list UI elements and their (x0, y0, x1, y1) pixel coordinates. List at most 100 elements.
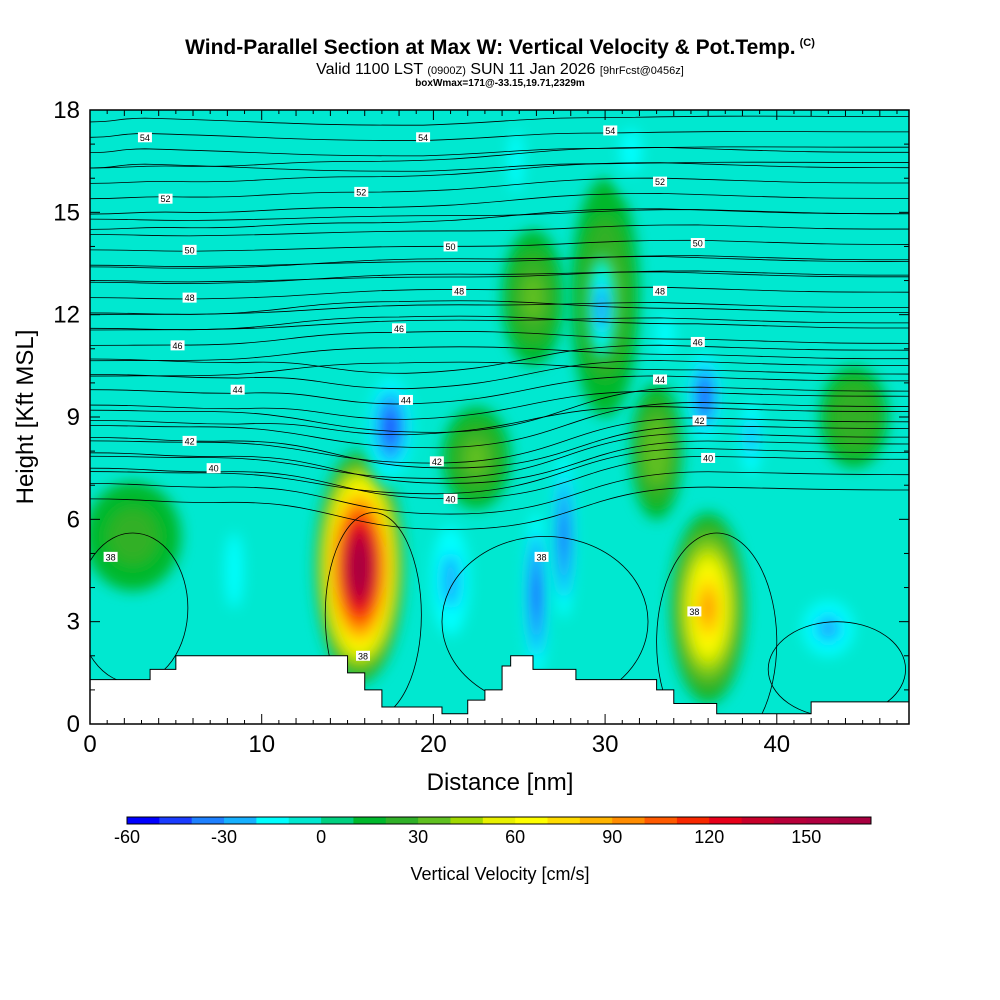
velocity-feature (735, 382, 767, 493)
x-axis: 0 10 20 30 40 (83, 110, 898, 758)
isentrope-label: 42 (432, 457, 442, 467)
colorbar-swatch (353, 817, 387, 824)
velocity-field (90, 110, 889, 704)
y-axis: 0 3 6 9 12 15 18 (53, 97, 909, 738)
velocity-contour (508, 130, 523, 192)
y-tick-label: 15 (53, 199, 80, 226)
isentrope-label: 50 (693, 239, 703, 249)
velocity-contour (522, 274, 544, 321)
isentrope-label: 52 (655, 177, 665, 187)
isentrope-label: 38 (537, 552, 547, 562)
isentrope-line (90, 302, 909, 315)
isentrope-label-bg (443, 241, 458, 252)
isentrope-label-bg (653, 285, 668, 296)
chart-subtitle: Valid 1100 LST (0900Z) SUN 11 Jan 2026 [… (0, 61, 1000, 79)
velocity-feature (502, 229, 564, 366)
colorbar-swatch (385, 817, 419, 824)
velocity-contour (108, 509, 157, 564)
colorbar-swatch (288, 817, 322, 824)
isentrope-line (90, 255, 909, 267)
velocity-feature (587, 256, 616, 360)
velocity-contour (357, 560, 363, 574)
isentrope-line (90, 390, 909, 420)
isentrope-label: 44 (655, 375, 665, 385)
isentrope-line (90, 161, 909, 172)
isentrope-label: 54 (605, 126, 615, 136)
isentrope-line (90, 317, 909, 331)
colorbar-swatch (773, 817, 807, 824)
x-tick-label: 40 (763, 731, 790, 758)
isentrope-line (90, 402, 909, 449)
isentrope-label-bg (182, 244, 197, 255)
isentrope-label: 38 (358, 651, 368, 661)
velocity-feature (819, 365, 889, 469)
velocity-contour (225, 532, 243, 609)
isentrope-label: 38 (106, 552, 116, 562)
x-axis-label: Distance [nm] (427, 769, 574, 796)
colorbar-tick-label: 120 (694, 827, 724, 847)
isentrope-line (90, 286, 909, 300)
isentrope-line (90, 256, 909, 269)
isentrope-line (90, 375, 909, 405)
isentrope-label: 54 (418, 133, 428, 143)
x-tick-label: 30 (592, 731, 619, 758)
isentrope-line (90, 455, 909, 500)
isentrope-label-bg (354, 186, 369, 197)
colorbar-swatch (547, 817, 581, 824)
velocity-contour (745, 419, 757, 456)
isentrope-label-bg (206, 463, 221, 474)
isentrope-line (90, 162, 909, 184)
colorbar-tick-label: 30 (408, 827, 428, 847)
colorbar-tick-label: 90 (602, 827, 622, 847)
isentrope-label-bg (230, 384, 245, 395)
velocity-contour (703, 597, 713, 619)
colorbar-swatch (191, 817, 225, 824)
chart-title: Wind-Parallel Section at Max W: Vertical… (0, 36, 1000, 60)
isentrope-label-bg (690, 238, 705, 249)
isentrope-line (90, 361, 909, 377)
colorbar-swatch (482, 817, 516, 824)
forecast-info: [9hrFcst@0456z] (599, 65, 684, 77)
colorbar-swatch (159, 817, 193, 824)
isentrope-line (90, 386, 909, 433)
valid-label: Valid 1100 LST (316, 61, 423, 78)
isentrope-label-bg (429, 456, 444, 467)
colorbar-label: Vertical Velocity [cm/s] (410, 864, 589, 884)
isentrope-label: 44 (233, 385, 243, 395)
colorbar-swatch (127, 817, 160, 824)
velocity-feature (363, 365, 418, 489)
velocity-contour (700, 385, 709, 408)
isentrope-label-bg (534, 551, 549, 562)
isentrope-line (90, 440, 909, 484)
y-axis-label: Height [Kft MSL] (12, 330, 39, 505)
colorbar-swatch (256, 817, 290, 824)
colorbar-tick-label: 0 (316, 827, 326, 847)
terrain-mask (89, 655, 910, 725)
isentrope-label: 48 (454, 286, 464, 296)
isentrope-line (90, 360, 909, 390)
isentrope-line (90, 239, 909, 252)
colorbar-swatch (515, 817, 549, 824)
isentrope-line (90, 486, 909, 530)
x-tick-label: 10 (248, 731, 275, 758)
isentrope-label: 48 (655, 286, 665, 296)
isentrope-label: 46 (693, 337, 703, 347)
isentrope-label: 52 (161, 194, 171, 204)
y-tick-label: 9 (67, 404, 80, 431)
isentrope-label-bg (692, 415, 707, 426)
isentrope-label: 40 (446, 494, 456, 504)
isentrope-line (90, 270, 909, 283)
isentrope-line (90, 346, 909, 362)
isentrope-label-bg (398, 394, 413, 405)
copyright-mark: (C) (799, 37, 815, 49)
velocity-contour (598, 295, 606, 321)
colorbar-swatch (838, 817, 872, 824)
isentrope-line (90, 224, 909, 237)
x-tick-label: 20 (420, 731, 447, 758)
isentrope-line (90, 192, 909, 215)
plot-background (90, 110, 909, 724)
colorbar-swatch (612, 817, 646, 824)
colorbar-swatch (709, 817, 743, 824)
chart-title-text: Wind-Parallel Section at Max W: Vertical… (185, 36, 796, 59)
colorbar: -60 -30 0 30 60 90 120 150 (114, 816, 872, 847)
